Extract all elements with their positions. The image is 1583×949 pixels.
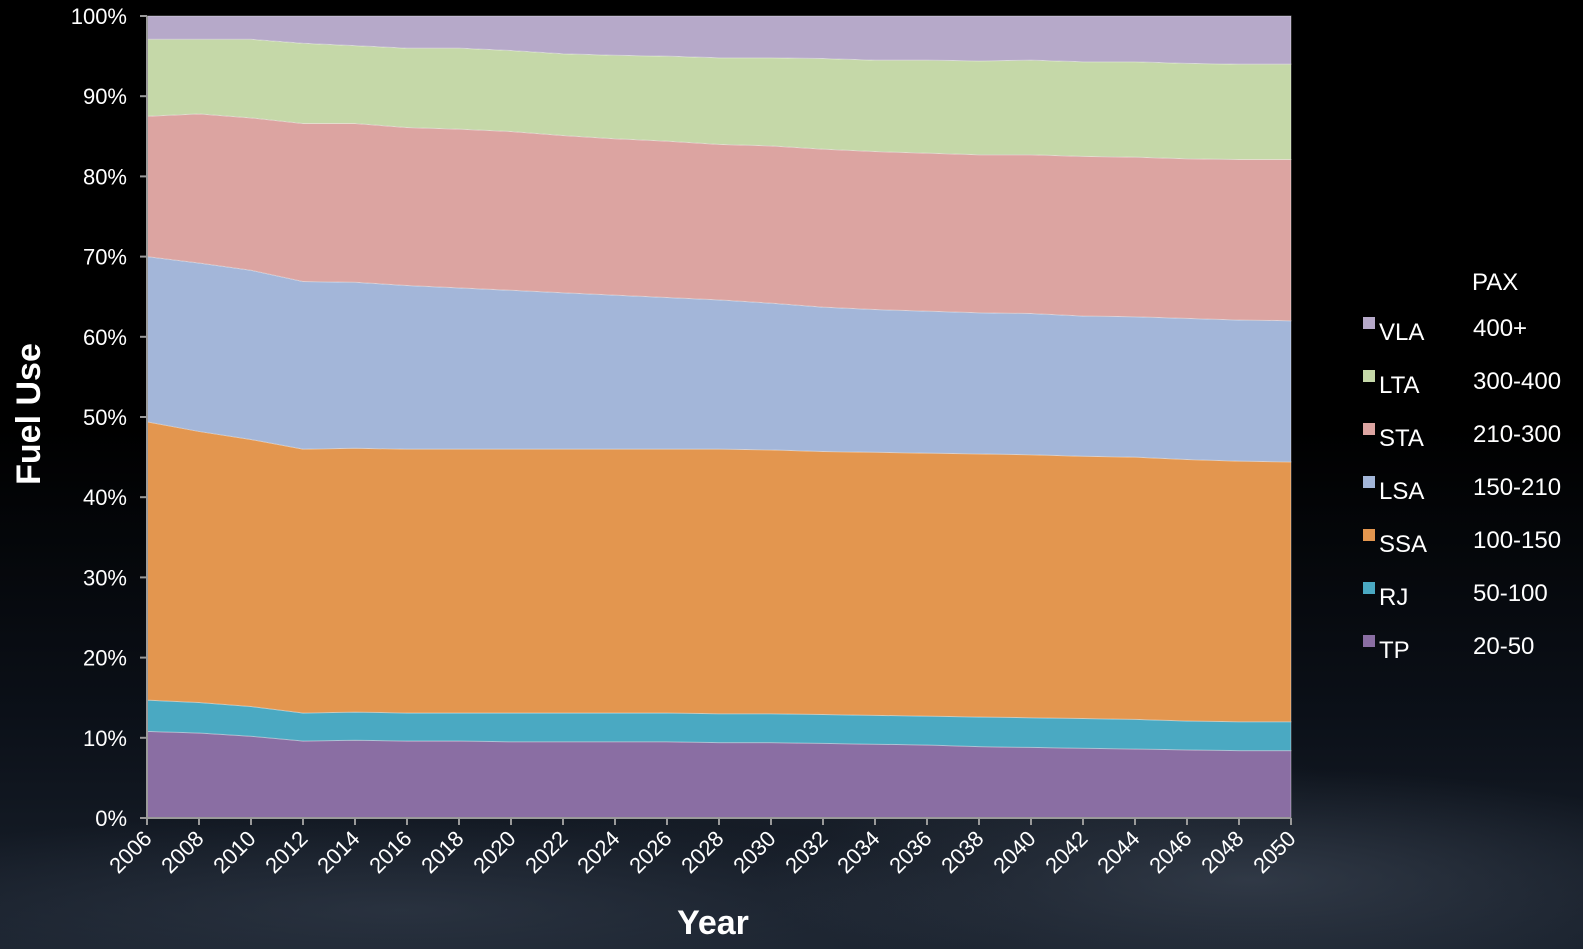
legend-swatch-vla	[1363, 317, 1375, 329]
y-tick-label: 10%	[83, 726, 127, 751]
legend-swatch-ssa	[1363, 529, 1375, 541]
legend-pax-lta: 300-400	[1473, 368, 1561, 395]
y-tick-label: 60%	[83, 325, 127, 350]
y-tick-label: 40%	[83, 485, 127, 510]
legend-swatch-sta	[1363, 423, 1375, 435]
y-tick-label: 90%	[83, 84, 127, 109]
x-tick-label: 2022	[520, 826, 572, 878]
x-tick-label: 2042	[1040, 826, 1092, 878]
x-tick-label: 2044	[1092, 826, 1144, 878]
legend-swatch-tp	[1363, 635, 1375, 647]
y-tick-label: 30%	[83, 565, 127, 590]
legend-pax-header: PAX	[1472, 269, 1518, 296]
x-tick-label: 2014	[312, 826, 364, 878]
x-tick-label: 2050	[1248, 826, 1300, 878]
y-axis-title: Fuel Use	[10, 343, 48, 485]
x-tick-label: 2034	[832, 826, 884, 878]
y-tick-label: 20%	[83, 646, 127, 671]
x-tick-label: 2028	[676, 826, 728, 878]
legend-pax-ssa: 100-150	[1473, 527, 1561, 554]
y-axis-ticks: 0% 10% 20% 30% 40% 50% 60% 70% 80% 90% 100%	[71, 4, 147, 831]
area-ssa	[146, 421, 1292, 723]
x-tick-label: 2032	[780, 826, 832, 878]
x-tick-label: 2008	[156, 826, 208, 878]
legend-pax-rj: 50-100	[1473, 580, 1548, 607]
x-tick-label: 2036	[884, 826, 936, 878]
x-tick-label: 2040	[988, 826, 1040, 878]
legend-swatch-lsa	[1363, 476, 1375, 488]
legend-label-lsa: LSA	[1379, 478, 1424, 505]
legend-pax-sta: 210-300	[1473, 421, 1561, 448]
x-tick-label: 2016	[364, 826, 416, 878]
y-tick-label: 80%	[83, 164, 127, 189]
x-tick-label: 2010	[208, 826, 260, 878]
x-tick-label: 2020	[468, 826, 520, 878]
y-tick-label: 0%	[95, 806, 127, 831]
legend-label-tp: TP	[1379, 637, 1410, 664]
x-tick-label: 2026	[624, 826, 676, 878]
x-tick-label: 2048	[1196, 826, 1248, 878]
x-tick-label: 2038	[936, 826, 988, 878]
x-tick-label: 2012	[260, 826, 312, 878]
x-tick-label: 2006	[104, 826, 156, 878]
legend-swatch-lta	[1363, 370, 1375, 382]
y-tick-label: 70%	[83, 245, 127, 270]
y-tick-label: 100%	[71, 4, 127, 29]
legend: PAX VLA 400+ LTA 300-400 STA 210-300 LSA 150-21…	[1363, 269, 1561, 664]
y-tick-label: 50%	[83, 405, 127, 430]
legend-swatch-rj	[1363, 582, 1375, 594]
area-series-layer	[146, 15, 1292, 819]
legend-pax-lsa: 150-210	[1473, 474, 1561, 501]
legend-label-vla: VLA	[1379, 319, 1424, 346]
legend-label-sta: STA	[1379, 425, 1424, 452]
x-tick-label: 2018	[416, 826, 468, 878]
legend-label-rj: RJ	[1379, 584, 1408, 611]
x-tick-label: 2046	[1144, 826, 1196, 878]
x-tick-label: 2024	[572, 826, 624, 878]
legend-label-lta: LTA	[1379, 372, 1419, 399]
legend-pax-tp: 20-50	[1473, 633, 1534, 660]
area-vla	[146, 15, 1292, 65]
x-axis-ticks: 2006 2008 2010 2012 2014 2016 2018 2020 2022 2024…	[104, 818, 1301, 878]
x-axis-title: Year	[677, 904, 749, 942]
legend-label-ssa: SSA	[1379, 531, 1427, 558]
x-tick-label: 2030	[728, 826, 780, 878]
legend-pax-vla: 400+	[1473, 315, 1527, 342]
